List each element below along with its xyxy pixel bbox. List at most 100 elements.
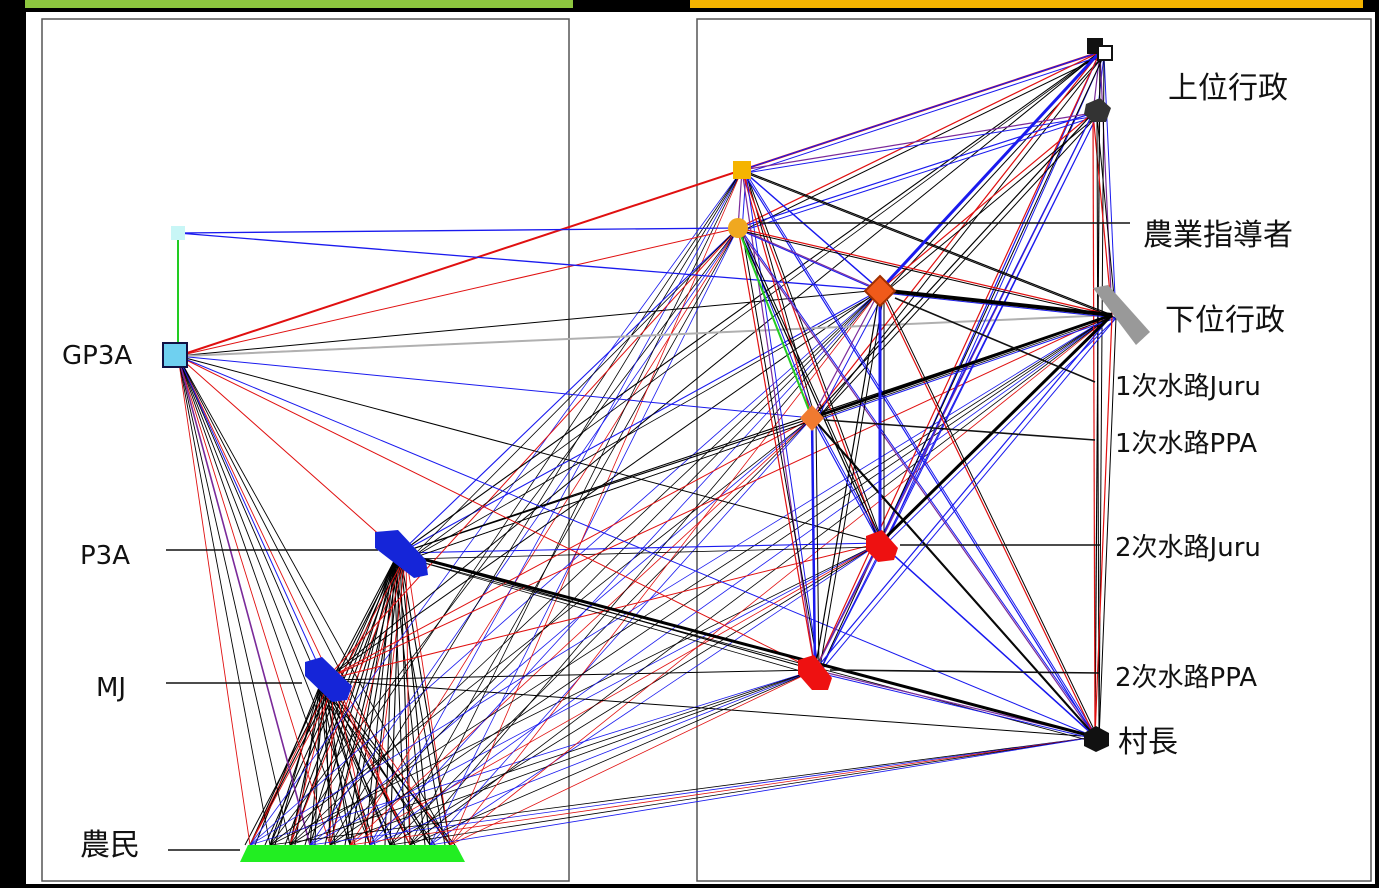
node-primary-juru xyxy=(863,274,897,308)
edge-15 xyxy=(304,560,395,846)
edge-171 xyxy=(745,115,1098,174)
node-mj xyxy=(305,657,352,702)
edge-19 xyxy=(324,560,395,846)
node-upper-admin-3 xyxy=(1084,98,1111,122)
edge-215 xyxy=(883,292,1117,319)
edge-175 xyxy=(883,115,1098,294)
label-lower-admin: 下位行政 xyxy=(1165,303,1285,338)
edge-179 xyxy=(1096,115,1117,319)
edge-204 xyxy=(737,227,1113,316)
edge-166 xyxy=(814,51,1101,671)
edge-123 xyxy=(409,293,877,560)
edge-49 xyxy=(329,554,407,846)
label-secondary-juru: 2次水路Juru xyxy=(1115,533,1261,563)
edge-156 xyxy=(737,51,1101,229)
edge-63 xyxy=(177,355,391,846)
edge-47 xyxy=(289,554,407,846)
edge-18 xyxy=(319,684,336,846)
header-bar-right xyxy=(690,0,1363,8)
edge-101 xyxy=(269,736,1096,846)
edge-109 xyxy=(369,314,1113,846)
edge-246 xyxy=(810,417,817,671)
edge-249 xyxy=(399,551,1096,739)
edge-86 xyxy=(329,289,881,846)
edge-84 xyxy=(249,289,881,846)
edge-99 xyxy=(409,169,743,846)
node-layer xyxy=(162,38,1150,862)
edge-236 xyxy=(814,542,881,671)
edge-36 xyxy=(399,552,431,846)
edge-6 xyxy=(274,684,321,846)
edge-66 xyxy=(177,355,451,846)
edge-159 xyxy=(883,54,1105,294)
edge-57 xyxy=(177,355,271,846)
node-secondary-ppa xyxy=(798,655,832,690)
edge-178 xyxy=(1092,112,1113,316)
edge-45 xyxy=(249,554,407,846)
edge-55 xyxy=(405,554,451,846)
edge-210 xyxy=(737,227,1096,738)
edge-173 xyxy=(741,115,1098,232)
edge-26 xyxy=(319,684,376,846)
edge-172 xyxy=(737,112,1094,229)
edge-225 xyxy=(815,420,885,547)
edge-96 xyxy=(289,169,743,846)
leader-lines xyxy=(166,222,1130,851)
node-agri-instructor-2 xyxy=(728,218,748,238)
edge-211 xyxy=(741,230,1100,741)
edge-147 xyxy=(183,314,1113,357)
edge-201 xyxy=(741,230,885,294)
edge-136 xyxy=(177,355,401,554)
edge-207 xyxy=(741,230,885,547)
edge-113 xyxy=(324,542,881,681)
edge-23 xyxy=(344,560,395,846)
edge-154 xyxy=(741,51,1101,171)
edge-219 xyxy=(818,292,885,674)
edge-79 xyxy=(269,417,813,846)
edge-176 xyxy=(811,112,1094,419)
edge-77 xyxy=(409,669,816,846)
edge-239 xyxy=(883,545,1100,741)
edge-138 xyxy=(177,355,881,544)
node-lower-admin xyxy=(1093,285,1150,345)
edge-44 xyxy=(249,675,334,846)
edge-244 xyxy=(878,313,1114,545)
node-gp3a xyxy=(162,342,188,368)
leader-primary-ppa xyxy=(824,419,1096,441)
edge-227 xyxy=(815,420,820,674)
edge-91 xyxy=(309,227,739,846)
edge-163 xyxy=(1103,54,1117,319)
edge-128 xyxy=(324,679,1096,738)
edge-104 xyxy=(389,736,1096,846)
label-agri-instructor: 農業指導者 xyxy=(1143,218,1293,253)
edge-150 xyxy=(177,227,739,234)
edge-161 xyxy=(815,54,1105,422)
edge-131 xyxy=(324,227,739,681)
edge-67 xyxy=(177,355,311,846)
edge-139 xyxy=(177,355,816,671)
edge-213 xyxy=(815,292,885,422)
edge-64 xyxy=(177,355,411,846)
edge-14 xyxy=(314,684,321,846)
edge-125 xyxy=(324,314,1113,681)
edge-177 xyxy=(815,115,1098,422)
edge-105 xyxy=(429,736,1096,846)
edge-241 xyxy=(818,672,1100,741)
edge-247 xyxy=(737,227,813,419)
edge-40 xyxy=(399,552,451,846)
label-primary-ppa: 1次水路PPA xyxy=(1115,429,1257,459)
edge-141 xyxy=(177,289,881,357)
edge-52 xyxy=(332,675,411,846)
node-gp3a-top xyxy=(171,226,185,240)
edge-111 xyxy=(449,314,1113,846)
edge-60 xyxy=(177,355,331,846)
edge-53 xyxy=(405,554,411,846)
edge-218 xyxy=(814,289,881,671)
left-cluster-box xyxy=(41,18,570,882)
label-p3a: P3A xyxy=(80,541,130,571)
edge-51 xyxy=(369,554,407,846)
edge-191 xyxy=(745,172,817,422)
edge-106 xyxy=(249,314,1113,846)
edge-162 xyxy=(1099,51,1113,316)
edge-196 xyxy=(741,169,816,671)
